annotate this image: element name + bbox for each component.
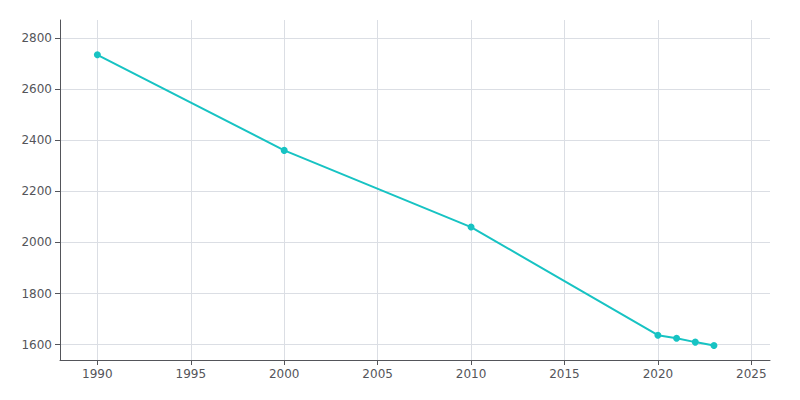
svg-text:2010: 2010 — [456, 367, 487, 381]
svg-text:2020: 2020 — [643, 367, 674, 381]
svg-text:1800: 1800 — [21, 287, 52, 301]
svg-text:2400: 2400 — [21, 133, 52, 147]
svg-text:1600: 1600 — [21, 338, 52, 352]
svg-text:2200: 2200 — [21, 184, 52, 198]
svg-text:2025: 2025 — [736, 367, 767, 381]
svg-text:2005: 2005 — [362, 367, 393, 381]
svg-text:2000: 2000 — [21, 235, 52, 249]
svg-text:1995: 1995 — [176, 367, 207, 381]
svg-text:2000: 2000 — [269, 367, 300, 381]
svg-text:2600: 2600 — [21, 82, 52, 96]
svg-text:2015: 2015 — [549, 367, 580, 381]
svg-text:2800: 2800 — [21, 31, 52, 45]
svg-text:1990: 1990 — [82, 367, 113, 381]
